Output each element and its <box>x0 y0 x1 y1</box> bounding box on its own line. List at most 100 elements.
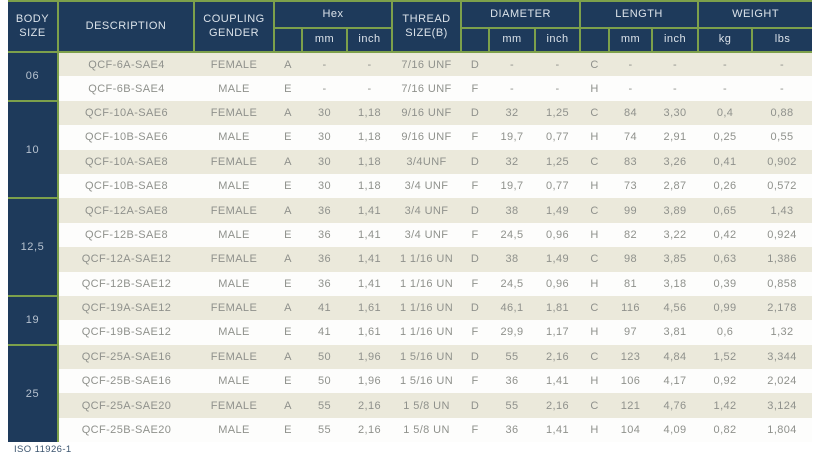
cell-dia-inch: 2,16 <box>535 393 581 418</box>
cell-description: QCF-25B-SAE16 <box>58 369 194 394</box>
cell-len-mm: - <box>609 52 653 77</box>
cell-dia-mm: 19,7 <box>489 173 536 199</box>
cell-len-mm: - <box>609 76 653 101</box>
cell-hex-letter: A <box>274 295 302 321</box>
cell-thread: 3/4 UNF <box>392 198 462 223</box>
cell-dia-mm: 38 <box>489 198 536 223</box>
cell-len-letter: C <box>580 52 610 77</box>
cell-dia-inch: 1,25 <box>535 100 581 126</box>
cell-len-mm: 82 <box>609 222 653 248</box>
cell-dia-letter: F <box>461 76 490 101</box>
cell-len-letter: H <box>580 222 610 248</box>
cell-thread: 9/16 UNF <box>392 125 462 150</box>
cell-lbs: 2,178 <box>752 295 813 321</box>
cell-dia-inch: 0,77 <box>535 125 581 150</box>
cell-len-mm: 73 <box>609 173 653 199</box>
cell-len-letter: H <box>580 125 610 150</box>
cell-dia-letter: F <box>461 320 490 345</box>
cell-hex-mm: 41 <box>302 295 347 321</box>
cell-lbs: 1,32 <box>752 320 813 345</box>
cell-len-mm: 116 <box>609 295 653 321</box>
cell-description: QCF-12A-SAE8 <box>58 198 194 223</box>
col-subheader-hex-mm: mm <box>301 27 348 53</box>
cell-hex-letter: E <box>274 417 302 443</box>
cell-gender: FEMALE <box>194 247 274 272</box>
cell-dia-mm: - <box>489 52 536 77</box>
cell-len-inch: 2,87 <box>652 173 699 199</box>
table-row: QCF-10A-SAE8 FEMALE A 30 1,18 3/4UNF D 32 1,25 C 8… <box>8 149 813 174</box>
cell-len-letter: H <box>580 417 610 443</box>
cell-len-inch: 3,81 <box>652 320 699 345</box>
cell-thread: 1 5/16 UN <box>392 369 462 394</box>
cell-description: QCF-10A-SAE6 <box>58 100 194 126</box>
cell-dia-inch: 1,49 <box>535 198 581 223</box>
cell-thread: 1 1/16 UN <box>392 247 462 272</box>
cell-gender: FEMALE <box>194 149 274 174</box>
cell-hex-inch: - <box>347 76 393 101</box>
cell-kg: 0,25 <box>698 125 753 150</box>
table-body: 06 QCF-6A-SAE4 FEMALE A - -7/16 UNF D - - C - - - - QC… <box>8 51 813 443</box>
cell-dia-letter: F <box>461 173 490 199</box>
cell-lbs: 3,124 <box>752 393 813 418</box>
table-row: QCF-10B-SAE8 MALE E 30 1,18 3/4 UNF F 19,7 0,77 H… <box>8 173 813 199</box>
cell-thread: 1 5/8 UN <box>392 417 462 443</box>
cell-hex-mm: - <box>302 52 347 77</box>
cell-dia-mm: 24,5 <box>489 222 536 248</box>
table-row: 06 QCF-6A-SAE4 FEMALE A - -7/16 UNF D - - C - - - - <box>8 51 813 101</box>
cell-len-mm: 84 <box>609 100 653 126</box>
cell-hex-mm: 50 <box>302 369 347 394</box>
cell-lbs: 0,55 <box>752 125 813 150</box>
cell-hex-inch: 1,96 <box>347 369 393 394</box>
body-size-cell: 25 <box>8 343 59 443</box>
cell-hex-inch: 1,18 <box>347 149 393 174</box>
cell-gender: MALE <box>194 173 274 199</box>
cell-len-mm: 106 <box>609 369 653 394</box>
cell-thread: 7/16 UNF <box>392 52 462 77</box>
table-row: 19 QCF-19A-SAE12 FEMALE A 41 1,61 1 1/16 UN D 46… <box>8 294 813 345</box>
cell-len-inch: 3,85 <box>652 247 699 272</box>
cell-len-mm: 74 <box>609 125 653 150</box>
cell-len-letter: H <box>580 271 610 296</box>
cell-hex-mm: 50 <box>302 344 347 370</box>
cell-len-letter: C <box>580 393 610 418</box>
cell-gender: MALE <box>194 417 274 443</box>
cell-description: QCF-10B-SAE8 <box>58 173 194 199</box>
cell-kg: 0,42 <box>698 222 753 248</box>
cell-hex-mm: 55 <box>302 393 347 418</box>
col-header-coupling-gender: COUPLING GENDER <box>193 0 275 53</box>
cell-kg: 0,92 <box>698 369 753 394</box>
cell-hex-letter: A <box>274 100 302 126</box>
cell-dia-letter: D <box>461 100 490 126</box>
cell-dia-mm: 55 <box>489 344 536 370</box>
cell-lbs: 0,572 <box>752 173 813 199</box>
iso-standard-note: ISO 11926-1 <box>14 444 72 456</box>
cell-thread: 3/4 UNF <box>392 222 462 248</box>
cell-dia-inch: 0,96 <box>535 271 581 296</box>
col-subheader-length-letter <box>579 27 611 53</box>
cell-len-inch: 3,18 <box>652 271 699 296</box>
cell-dia-letter: D <box>461 344 490 370</box>
cell-gender: MALE <box>194 271 274 296</box>
cell-dia-inch: 0,96 <box>535 222 581 248</box>
cell-hex-letter: E <box>274 173 302 199</box>
cell-dia-mm: 36 <box>489 417 536 443</box>
cell-dia-letter: F <box>461 417 490 443</box>
col-header-body-size: BODY SIZE <box>8 0 59 53</box>
cell-hex-mm: 30 <box>302 173 347 199</box>
cell-dia-mm: 36 <box>489 369 536 394</box>
cell-len-mm: 83 <box>609 149 653 174</box>
cell-len-letter: C <box>580 149 610 174</box>
cell-hex-inch: 1,41 <box>347 198 393 223</box>
cell-hex-mm: 30 <box>302 100 347 126</box>
cell-dia-letter: F <box>461 222 490 248</box>
cell-description: QCF-10B-SAE6 <box>58 125 194 150</box>
cell-len-inch: 3,89 <box>652 198 699 223</box>
cell-len-letter: C <box>580 344 610 370</box>
cell-kg: 1,52 <box>698 344 753 370</box>
cell-dia-inch: 1,81 <box>535 295 581 321</box>
col-subheader-weight-lbs: lbs <box>751 27 813 53</box>
cell-dia-letter: F <box>461 369 490 394</box>
cell-kg: 0,65 <box>698 198 753 223</box>
cell-kg: 0,82 <box>698 417 753 443</box>
cell-dia-inch: - <box>535 52 581 77</box>
